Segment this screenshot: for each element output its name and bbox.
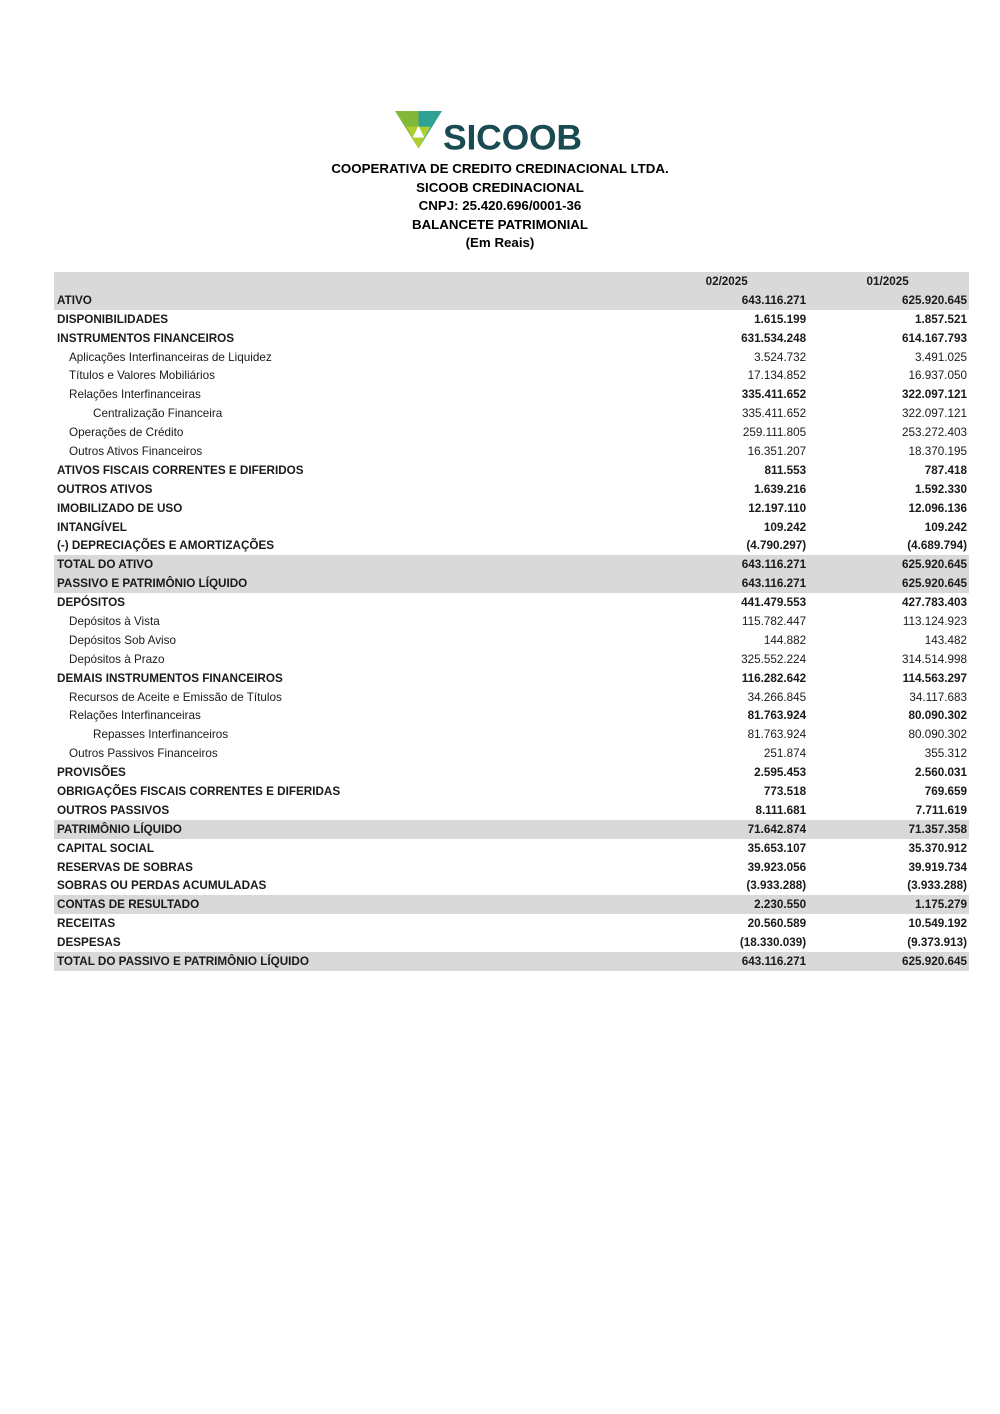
svg-text:SICOOB: SICOOB bbox=[443, 117, 582, 157]
